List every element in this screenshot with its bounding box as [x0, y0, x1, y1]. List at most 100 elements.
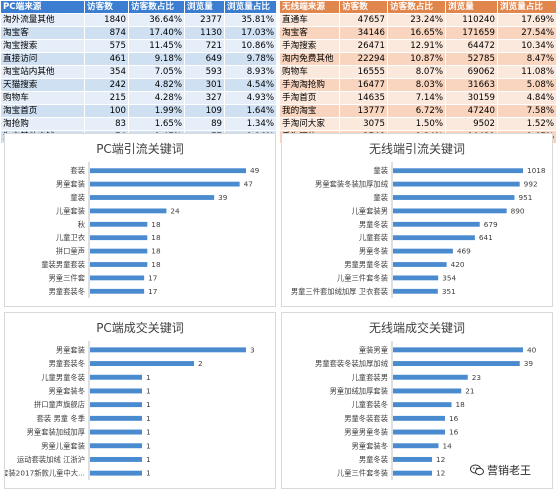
- bar: [90, 235, 148, 241]
- data-label: 21: [465, 386, 474, 395]
- table-cell: 11.45%: [128, 39, 185, 53]
- category-label: 童装: [373, 166, 388, 175]
- table-row: 天猫搜索 242 4.82% 301 4.54%: [0, 78, 277, 92]
- table-row: 淘宝首页 100 1.99% 109 1.64%: [0, 104, 277, 118]
- watermark-text: 营销老王: [487, 464, 531, 477]
- table-cell: 26471: [339, 39, 388, 53]
- chart-svg: 男童套装 3 男童套装冬 2 儿童男童冬装 1 男童套装冬 1 拼口童声旗舰店 1 套装 男童 冬季…: [5, 341, 255, 480]
- table-cell: 2377: [184, 13, 225, 27]
- chart-svg: 童装男童 40 男童套装冬装加厚加绒 39 儿童套装男 23 男童加绒加厚套装 21 儿童套装冬…: [315, 341, 537, 480]
- table-row: 淘内免费其他 22294 10.87% 52785 8.47%: [279, 52, 556, 66]
- table-cell: 7.58%: [497, 104, 556, 118]
- category-label: 男童冬装: [359, 455, 388, 464]
- data-label: 3: [250, 345, 255, 354]
- table-cell: 9502: [445, 117, 498, 131]
- table-cell: 575: [84, 39, 129, 53]
- table-cell: 4.82%: [128, 78, 185, 92]
- data-label: 1018: [527, 166, 546, 175]
- table-cell: 69062: [445, 65, 498, 79]
- table-cell: 171659: [445, 26, 498, 40]
- category-label: 男童三件套加绒加厚 卫衣套装: [291, 287, 388, 296]
- data-label: 24: [170, 206, 180, 215]
- data-label: 12: [436, 469, 445, 478]
- table-cell: 7.14%: [387, 91, 446, 105]
- table-cell: 16555: [339, 65, 388, 79]
- column-header: 浏览量: [184, 0, 225, 14]
- category-label: 男童男童冬装: [344, 428, 388, 437]
- bar: [90, 262, 148, 267]
- data-label: 39: [524, 359, 534, 368]
- wechat-icon: [470, 464, 484, 476]
- table-row: 手淘淘抢购 16477 8.03% 31663 5.08%: [279, 78, 556, 92]
- category-label: 儿童套装冬: [352, 400, 388, 409]
- table-cell: 5.08%: [497, 78, 556, 92]
- column-header: 访客数: [339, 0, 388, 14]
- bar: [393, 248, 453, 254]
- pc-source-table: PC端来源 访客数 访客数占比 浏览量 浏览量占比 淘外流量其他 1840 36.64% 23…: [0, 0, 277, 144]
- bar: [90, 208, 167, 214]
- data-label: 17: [148, 273, 158, 282]
- category-label: 童装男童: [359, 345, 388, 354]
- category-label: 运动套装加绒 江浙沪: [17, 455, 85, 464]
- table-cell: 17.40%: [128, 26, 185, 40]
- table-row: 手淘问大家 3075 1.50% 9502 1.52%: [279, 117, 556, 131]
- bar: [393, 221, 480, 227]
- category-label: 儿童卫衣: [56, 233, 86, 242]
- category-label: 儿童套装男: [352, 206, 388, 215]
- table-cell: 354: [84, 65, 129, 79]
- pc-deal-keywords-chart: PC端成交关键词 男童套装 3 男童套装冬 2 儿童男童冬装 1 男童套装冬 1 拼口童声旗舰店…: [4, 312, 276, 489]
- table-row: 购物车 16555 8.07% 69062 11.08%: [279, 65, 556, 79]
- category-label: 套装: [70, 166, 85, 175]
- category-label: 儿童套装: [359, 233, 388, 242]
- data-label: 1: [146, 469, 151, 478]
- table-cell: 直接访问: [0, 52, 85, 66]
- data-label: 16: [449, 428, 459, 437]
- data-label: 12: [436, 455, 445, 464]
- category-label: 男童套装冬装加厚加绒: [315, 359, 389, 368]
- bar: [90, 443, 142, 449]
- table-cell: 10.34%: [497, 39, 556, 53]
- bar: [393, 181, 520, 187]
- data-label: 18: [151, 220, 161, 229]
- table-cell: 购物车: [0, 91, 85, 105]
- bar: [90, 275, 145, 281]
- table-cell: 27.54%: [497, 26, 556, 40]
- category-label: 男童冬装: [359, 220, 388, 229]
- column-header: 访客数占比: [387, 0, 446, 14]
- category-label: 套装 男童 冬季: [37, 414, 86, 423]
- bar: [393, 415, 445, 421]
- table-row: 购物车 215 4.28% 327 4.93%: [0, 91, 277, 105]
- bar: [393, 208, 507, 214]
- data-label: 679: [484, 220, 498, 229]
- bar: [90, 195, 215, 200]
- table-cell: 淘外流量其他: [0, 13, 85, 27]
- category-label: 男童套装冬: [49, 386, 85, 395]
- category-label: 童装: [70, 193, 85, 202]
- table-cell: 淘宝站内其他: [0, 65, 85, 79]
- data-label: 890: [511, 206, 525, 215]
- data-label: 1: [146, 414, 151, 423]
- bar: [90, 429, 142, 435]
- data-label: 47: [244, 180, 254, 189]
- table-cell: 721: [184, 39, 225, 53]
- data-label: 1: [146, 441, 151, 450]
- table-cell: 64472: [445, 39, 498, 53]
- table-cell: 100: [84, 104, 129, 118]
- bar: [393, 374, 468, 380]
- column-header: 无线端来源: [279, 0, 340, 14]
- bar: [393, 347, 523, 353]
- data-label: 469: [457, 247, 471, 256]
- data-label: 16: [449, 414, 459, 423]
- bar: [393, 275, 439, 281]
- table-cell: 淘宝客: [279, 26, 340, 40]
- data-label: 40: [527, 345, 537, 354]
- table-cell: 110240: [445, 13, 498, 27]
- data-label: 1: [146, 428, 151, 437]
- table-cell: 1.65%: [128, 117, 185, 131]
- column-header: 访客数: [84, 0, 129, 14]
- category-label: 男童儿童套装: [41, 441, 85, 450]
- category-label: 童装: [373, 193, 388, 202]
- table-cell: 8.07%: [387, 65, 446, 79]
- bar: [393, 168, 523, 174]
